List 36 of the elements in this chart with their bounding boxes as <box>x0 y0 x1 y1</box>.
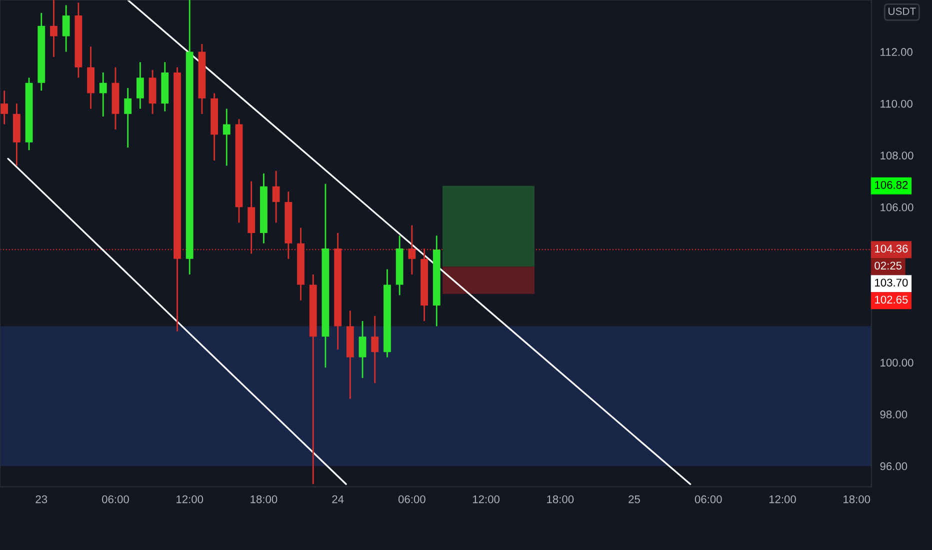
candlestick <box>99 72 107 118</box>
candlestick <box>62 4 70 52</box>
y-tick-label: 98.00 <box>880 410 908 418</box>
candlestick <box>408 224 416 276</box>
text: 02:25 <box>874 262 902 270</box>
candlestick <box>124 87 132 148</box>
y-axis-title: USDT <box>888 8 916 15</box>
x-tick-label: 06:00 <box>398 495 426 504</box>
y-tick-label: 106.00 <box>880 203 914 212</box>
x-tick-label: 06:00 <box>694 495 722 504</box>
y-tick-label: 96.00 <box>880 462 908 470</box>
x-tick-label: 18:00 <box>250 495 278 504</box>
x-tick-label: 12:00 <box>769 495 796 504</box>
x-tick-label: 18:00 <box>844 495 870 504</box>
x-tick-label: 06:00 <box>102 495 129 504</box>
y-tick-label: 112.00 <box>880 48 912 56</box>
text: 102.65 <box>875 296 908 304</box>
x-tick-label: 18:00 <box>547 495 574 504</box>
candlestick <box>358 320 366 379</box>
candlestick <box>371 315 379 384</box>
x-tick-label: 25 <box>628 495 640 504</box>
y-tick-label: 110.00 <box>880 100 912 108</box>
text: 106.82 <box>875 181 908 189</box>
candlestick <box>0 90 8 125</box>
x-tick-label: 24 <box>332 495 344 504</box>
candlestick <box>50 0 58 58</box>
y-tick-label: 100.00 <box>880 358 914 367</box>
y-tick-label: 108.00 <box>880 152 914 160</box>
x-tick-label: 12:00 <box>472 495 500 504</box>
candlestick <box>222 108 230 166</box>
ref-line-label: 104.36 <box>875 244 908 253</box>
candlestick <box>136 61 144 110</box>
x-tick-label: 23 <box>36 495 48 504</box>
text: 103.70 <box>875 278 908 287</box>
candlestick <box>272 170 280 224</box>
x-tick-label: 12:00 <box>176 495 204 504</box>
